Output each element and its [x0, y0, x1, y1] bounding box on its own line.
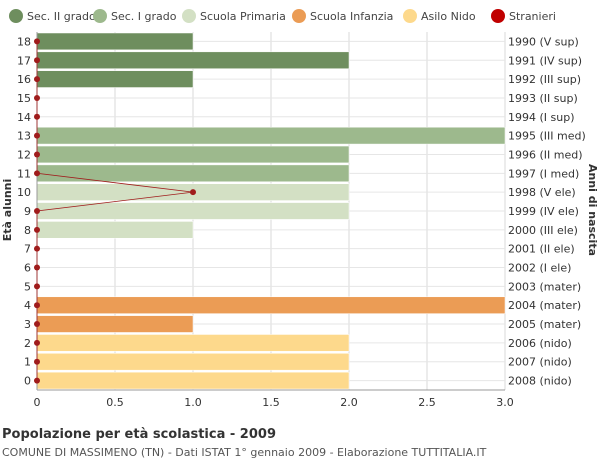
- stranieri-point: [34, 132, 40, 139]
- labels: 0 0.5 1.0 1.5 2.0 2.5 3.018 1990 (V sup)17 1991 …: [17, 35, 586, 409]
- y-tick-label: 0: [24, 375, 31, 388]
- stranieri-point: [34, 321, 40, 328]
- x-tick-label: 2.0: [340, 396, 358, 409]
- stranieri-point: [34, 264, 40, 271]
- legend-label: Stranieri: [509, 10, 556, 23]
- stranieri-point: [34, 38, 40, 45]
- legend-label: Sec. II grado: [27, 10, 96, 23]
- x-tick-label: 0: [34, 396, 41, 409]
- bar: [36, 315, 194, 333]
- stranieri-point: [34, 339, 40, 346]
- birth-year-label: 2004 (mater): [508, 299, 581, 312]
- birth-year-label: 2003 (mater): [508, 280, 581, 293]
- bar: [36, 353, 350, 371]
- legend-label: Scuola Primaria: [200, 10, 286, 23]
- x-tick-label: 1.0: [184, 396, 202, 409]
- bar: [36, 32, 194, 51]
- birth-year-label: 2006 (nido): [508, 337, 572, 350]
- x-tick-label: 0.5: [106, 396, 124, 409]
- stranieri-point: [34, 151, 40, 158]
- x-tick-label: 2.5: [418, 396, 436, 409]
- y-tick-label: 9: [24, 205, 31, 218]
- stranieri-point: [34, 208, 40, 214]
- stranieri-series: [34, 38, 196, 384]
- y-tick-label: 12: [17, 148, 31, 161]
- birth-year-label: 2008 (nido): [508, 375, 572, 388]
- bar: [36, 70, 194, 88]
- y-tick-label: 5: [24, 280, 31, 293]
- y-tick-label: 14: [17, 111, 31, 124]
- legend-marker: [93, 9, 107, 23]
- legend-label: Scuola Infanzia: [310, 10, 393, 23]
- y-tick-label: 7: [24, 243, 31, 256]
- stranieri-point: [34, 377, 40, 384]
- y-tick-label: 2: [24, 337, 31, 350]
- birth-year-label: 1991 (IV sup): [508, 54, 582, 67]
- y-tick-label: 3: [24, 318, 31, 331]
- birth-year-label: 1992 (III sup): [508, 73, 581, 86]
- bars: [36, 32, 506, 390]
- birth-year-label: 1997 (I med): [508, 167, 579, 180]
- birth-year-label: 2005 (mater): [508, 318, 581, 331]
- legend-marker: [9, 9, 23, 23]
- y-tick-label: 16: [17, 73, 31, 86]
- stranieri-point: [190, 189, 196, 196]
- legend-label: Asilo Nido: [421, 10, 476, 23]
- birth-year-label: 2007 (nido): [508, 356, 572, 369]
- stranieri-point: [34, 226, 40, 233]
- stranieri-point: [34, 245, 40, 252]
- y-tick-label: 11: [17, 167, 31, 180]
- stranieri-point: [34, 76, 40, 83]
- bar: [36, 126, 506, 145]
- y-tick-label: 6: [24, 262, 31, 275]
- chart-subtitle: COMUNE DI MASSIMENO (TN) - Dati ISTAT 1°…: [2, 446, 487, 459]
- bar: [36, 221, 194, 239]
- y-tick-label: 8: [24, 224, 31, 237]
- stranieri-point: [34, 94, 40, 101]
- birth-year-label: 2000 (III ele): [508, 224, 578, 237]
- legend-marker: [491, 9, 505, 23]
- bar: [36, 145, 350, 164]
- chart-title: Popolazione per età scolastica - 2009: [2, 427, 276, 442]
- birth-year-label: 1990 (V sup): [508, 35, 579, 48]
- legend-marker: [403, 9, 417, 23]
- x-tick-label: 3.0: [496, 396, 514, 409]
- y-tick-label: 1: [24, 356, 31, 369]
- y-tick-label: 10: [17, 186, 31, 199]
- stranieri-point: [34, 170, 40, 177]
- legend-label: Sec. I grado: [111, 10, 177, 23]
- stranieri-point: [34, 57, 40, 64]
- bar: [36, 296, 506, 314]
- y-axis-title: Età alunni: [1, 179, 14, 241]
- birth-year-label: 1996 (II med): [508, 148, 583, 161]
- birth-year-label: 2002 (I ele): [508, 262, 571, 275]
- stranieri-point: [34, 113, 40, 120]
- x-tick-label: 1.5: [262, 396, 280, 409]
- legend-marker: [182, 9, 196, 23]
- birth-year-label: 1995 (III med): [508, 130, 586, 143]
- birth-year-label: 1994 (I sup): [508, 111, 575, 124]
- birth-year-label: 1999 (IV ele): [508, 205, 579, 218]
- stranieri-point: [34, 358, 40, 365]
- birth-year-label: 1993 (II sup): [508, 92, 578, 105]
- y-tick-label: 4: [24, 299, 31, 312]
- birth-year-label: 1998 (V ele): [508, 186, 576, 199]
- stranieri-point: [34, 283, 40, 290]
- y-tick-label: 17: [17, 54, 31, 67]
- y-tick-label: 13: [17, 130, 31, 143]
- legend-marker: [292, 9, 306, 23]
- y2-axis-title: Anni di nascita: [586, 164, 599, 256]
- y-tick-label: 15: [17, 92, 31, 105]
- birth-year-label: 2001 (II ele): [508, 243, 575, 256]
- bar: [36, 334, 350, 352]
- y-tick-label: 18: [17, 35, 31, 48]
- bar: [36, 371, 350, 390]
- legend: Sec. II grado Sec. I grado Scuola Primaria…: [9, 9, 556, 23]
- stranieri-point: [34, 302, 40, 309]
- bar: [36, 51, 350, 69]
